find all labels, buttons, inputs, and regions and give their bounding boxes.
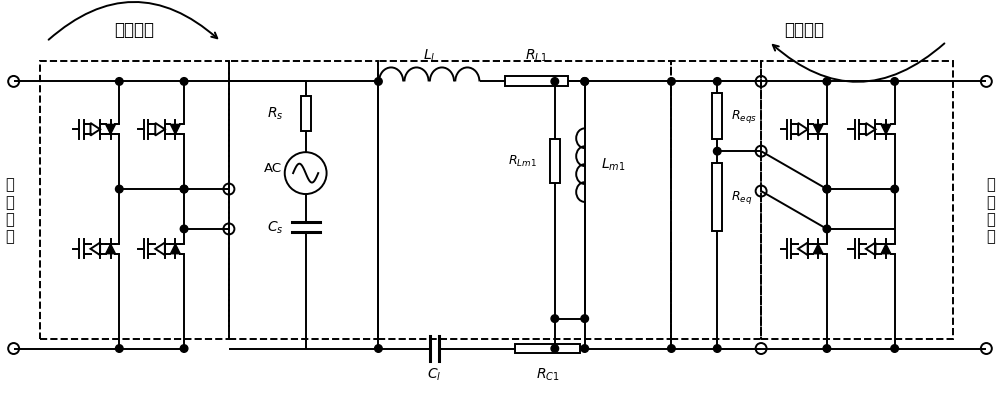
- Circle shape: [375, 345, 382, 352]
- Bar: [712, 163, 722, 231]
- Bar: [505, 76, 568, 86]
- Polygon shape: [170, 244, 180, 254]
- Text: 等效关系: 等效关系: [114, 21, 154, 39]
- Circle shape: [180, 185, 188, 193]
- Circle shape: [713, 78, 721, 85]
- Text: $R_s$: $R_s$: [267, 106, 284, 122]
- Circle shape: [180, 185, 188, 193]
- Circle shape: [713, 345, 721, 352]
- Polygon shape: [170, 125, 180, 134]
- Circle shape: [581, 345, 588, 352]
- Circle shape: [551, 315, 559, 322]
- Bar: [712, 93, 722, 139]
- Circle shape: [823, 185, 831, 193]
- Circle shape: [668, 78, 675, 85]
- Circle shape: [551, 345, 559, 352]
- Circle shape: [551, 78, 559, 85]
- Circle shape: [116, 185, 123, 193]
- Text: 等效关系: 等效关系: [784, 21, 824, 39]
- Circle shape: [375, 78, 382, 85]
- Bar: [515, 344, 580, 353]
- Circle shape: [180, 225, 188, 233]
- Circle shape: [116, 345, 123, 352]
- Text: AC: AC: [264, 162, 282, 175]
- Circle shape: [713, 148, 721, 155]
- Circle shape: [891, 78, 898, 85]
- Circle shape: [180, 345, 188, 352]
- Circle shape: [581, 78, 588, 85]
- Bar: [229, 62, 378, 339]
- Bar: [301, 96, 311, 131]
- Polygon shape: [881, 244, 891, 254]
- Bar: [550, 139, 560, 183]
- Bar: [761, 62, 953, 339]
- Text: $R_{eqs}$: $R_{eqs}$: [731, 108, 757, 125]
- Polygon shape: [881, 125, 891, 134]
- Text: $L_{m1}$: $L_{m1}$: [601, 157, 625, 173]
- Text: $L_l$: $L_l$: [423, 48, 435, 65]
- Circle shape: [823, 225, 831, 233]
- Circle shape: [668, 345, 675, 352]
- Polygon shape: [813, 125, 823, 134]
- Bar: [40, 62, 229, 339]
- Text: $R_{C1}$: $R_{C1}$: [536, 367, 559, 383]
- Circle shape: [891, 185, 898, 193]
- Polygon shape: [106, 244, 115, 254]
- Text: $R_{eq}$: $R_{eq}$: [731, 189, 753, 206]
- Text: $C_l$: $C_l$: [427, 367, 441, 383]
- Polygon shape: [106, 125, 115, 134]
- Text: $R_{L1}$: $R_{L1}$: [525, 48, 548, 65]
- Circle shape: [823, 345, 831, 352]
- Circle shape: [581, 315, 588, 322]
- Bar: [378, 62, 671, 339]
- Text: $R_{Lm1}$: $R_{Lm1}$: [508, 154, 537, 169]
- Bar: [671, 62, 761, 339]
- Circle shape: [823, 185, 831, 193]
- Circle shape: [116, 78, 123, 85]
- Circle shape: [581, 78, 588, 85]
- Circle shape: [180, 78, 188, 85]
- Text: 输
入
母
线: 输 入 母 线: [5, 178, 14, 245]
- Text: 输
出
母
线: 输 出 母 线: [986, 178, 995, 245]
- Circle shape: [891, 345, 898, 352]
- Polygon shape: [813, 244, 823, 254]
- Text: $C_s$: $C_s$: [267, 219, 284, 236]
- Circle shape: [823, 78, 831, 85]
